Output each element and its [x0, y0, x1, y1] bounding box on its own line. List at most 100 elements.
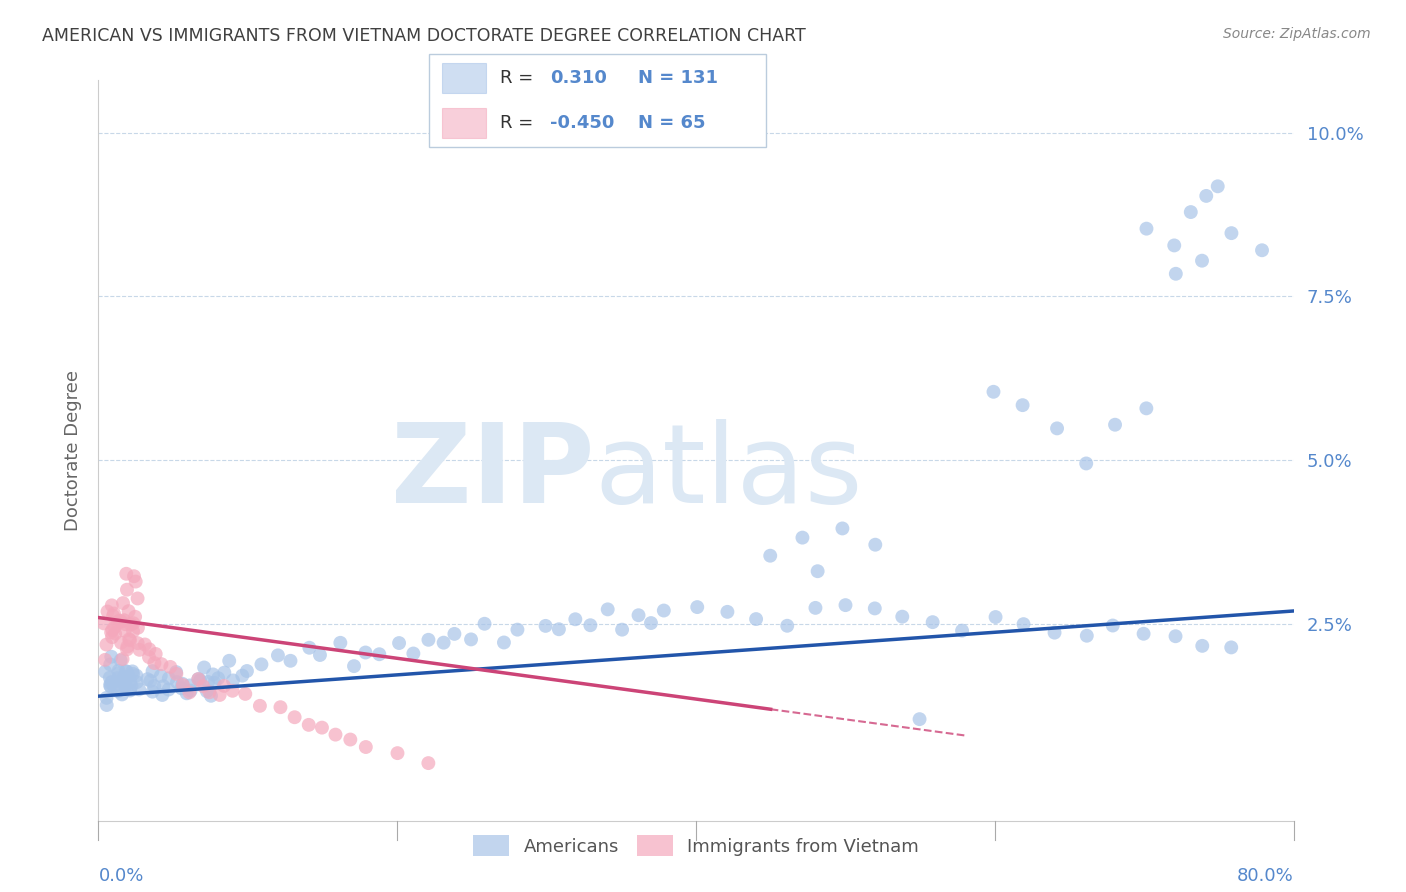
Point	[111, 596, 134, 610]
Point	[179, 678, 201, 692]
Point	[103, 620, 125, 634]
Point	[492, 635, 515, 649]
Point	[1191, 253, 1213, 268]
Point	[122, 666, 145, 681]
Point	[101, 623, 124, 637]
Point	[100, 676, 122, 690]
Text: ZIP: ZIP	[391, 419, 595, 526]
Point	[187, 672, 209, 686]
Point	[117, 604, 139, 618]
Point	[402, 647, 425, 661]
Point	[1046, 421, 1069, 435]
Point	[388, 636, 411, 650]
Point	[233, 687, 256, 701]
Point	[460, 632, 482, 647]
Point	[548, 622, 571, 636]
Point	[339, 732, 361, 747]
Point	[596, 602, 619, 616]
Point	[200, 689, 222, 703]
Text: 80.0%: 80.0%	[1237, 866, 1294, 885]
Point	[118, 632, 141, 647]
Point	[1206, 179, 1229, 194]
Point	[984, 610, 1007, 624]
Text: 0.0%: 0.0%	[98, 866, 143, 885]
Point	[759, 549, 782, 563]
Point	[716, 605, 738, 619]
Point	[865, 538, 887, 552]
Point	[107, 666, 129, 681]
Point	[298, 640, 321, 655]
Point	[115, 642, 138, 657]
Point	[807, 564, 830, 578]
Point	[834, 598, 856, 612]
Point	[221, 683, 243, 698]
Point	[204, 676, 226, 690]
Point	[101, 674, 124, 689]
Point	[150, 688, 173, 702]
Point	[1043, 625, 1066, 640]
Point	[172, 678, 194, 692]
Text: 0.310: 0.310	[550, 69, 607, 87]
Point	[117, 640, 139, 654]
Point	[250, 657, 273, 672]
Point	[115, 566, 138, 581]
Point	[231, 668, 253, 682]
Point	[443, 627, 465, 641]
Point	[564, 612, 586, 626]
Point	[1076, 457, 1098, 471]
Point	[983, 384, 1005, 399]
Point	[218, 654, 240, 668]
Point	[207, 671, 229, 685]
Point	[1220, 226, 1243, 240]
Point	[100, 625, 122, 640]
Point	[343, 659, 366, 673]
Point	[124, 609, 146, 624]
Legend: Americans, Immigrants from Vietnam: Americans, Immigrants from Vietnam	[465, 828, 927, 863]
Point	[1132, 626, 1154, 640]
Point	[195, 684, 218, 698]
Point	[180, 683, 202, 698]
Point	[115, 665, 138, 679]
Text: N = 65: N = 65	[638, 114, 706, 132]
Point	[1251, 244, 1274, 258]
Point	[120, 617, 142, 632]
Point	[93, 616, 115, 631]
FancyBboxPatch shape	[429, 54, 766, 147]
Point	[179, 685, 201, 699]
Point	[114, 617, 136, 632]
Point	[187, 672, 209, 686]
Point	[1195, 189, 1218, 203]
Point	[157, 682, 180, 697]
Point	[1191, 639, 1213, 653]
Text: R =: R =	[499, 69, 533, 87]
Point	[188, 673, 211, 688]
Point	[125, 675, 148, 690]
Point	[111, 688, 134, 702]
Point	[101, 630, 124, 644]
Point	[157, 671, 180, 685]
Point	[249, 698, 271, 713]
Point	[166, 675, 188, 690]
Text: N = 131: N = 131	[638, 69, 718, 87]
Point	[139, 673, 162, 688]
Point	[921, 615, 943, 629]
Point	[506, 623, 529, 637]
Point	[891, 609, 914, 624]
Point	[212, 679, 235, 693]
Point	[433, 635, 456, 649]
Point	[103, 680, 125, 694]
Point	[1012, 617, 1035, 632]
Point	[127, 636, 149, 650]
Point	[191, 679, 214, 693]
Point	[197, 675, 219, 690]
Text: AMERICAN VS IMMIGRANTS FROM VIETNAM DOCTORATE DEGREE CORRELATION CHART: AMERICAN VS IMMIGRANTS FROM VIETNAM DOCT…	[42, 27, 806, 45]
FancyBboxPatch shape	[443, 63, 486, 93]
Point	[1135, 401, 1157, 416]
Point	[610, 623, 633, 637]
Point	[145, 647, 167, 661]
Point	[128, 642, 150, 657]
Point	[325, 728, 347, 742]
Point	[208, 688, 231, 702]
Point	[101, 608, 124, 623]
Point	[120, 679, 142, 693]
